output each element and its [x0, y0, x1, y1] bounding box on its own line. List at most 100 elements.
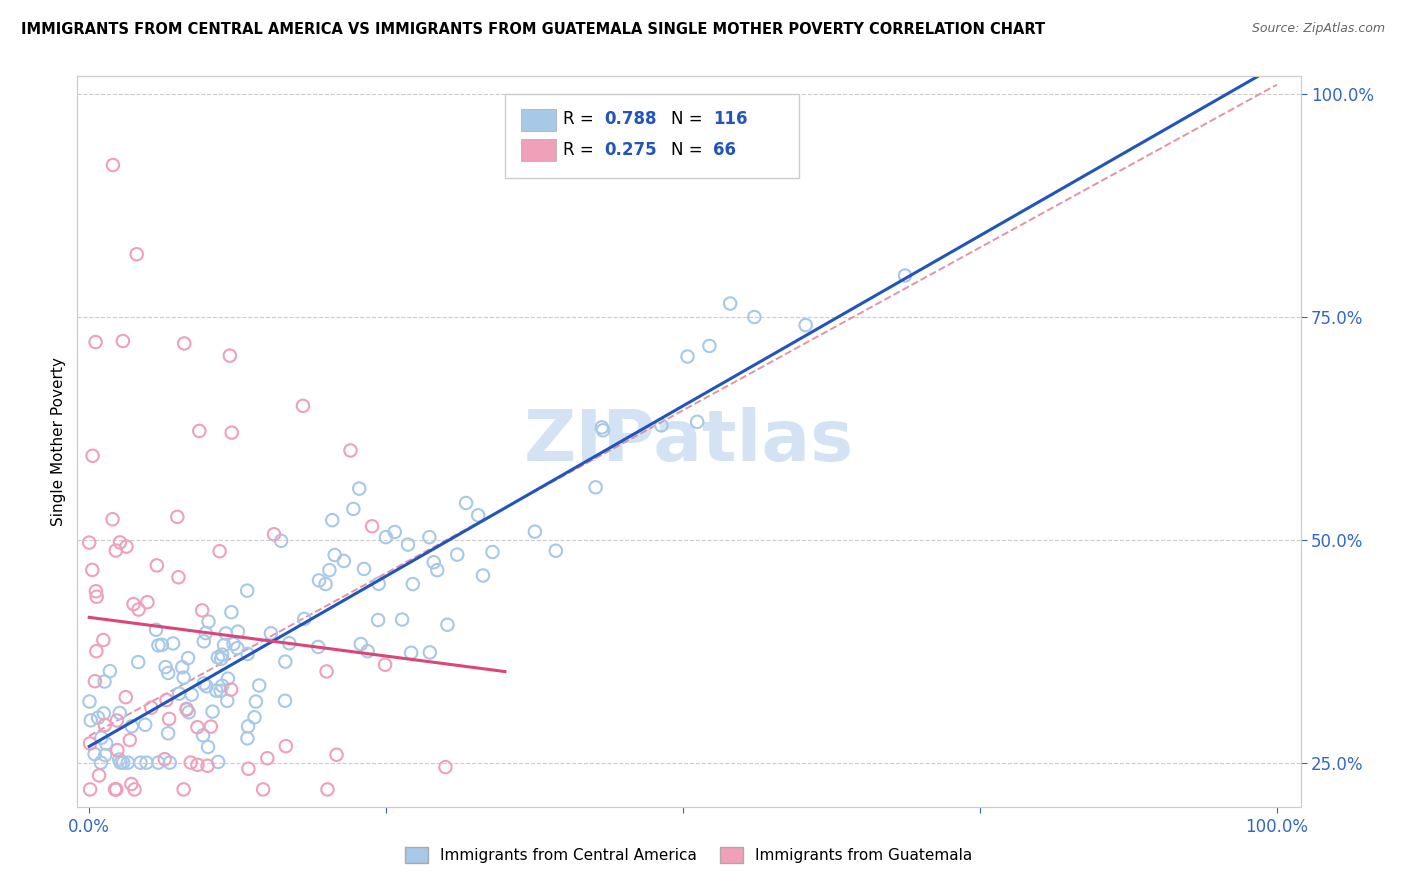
Text: Source: ZipAtlas.com: Source: ZipAtlas.com — [1251, 22, 1385, 36]
Point — [128, 602, 150, 616]
Point — [207, 650, 229, 665]
Point — [323, 548, 346, 562]
Point — [236, 647, 259, 661]
Point — [197, 615, 219, 629]
Point — [108, 535, 131, 549]
Point — [207, 755, 229, 769]
Point — [180, 688, 202, 702]
Point — [155, 693, 177, 707]
Point — [585, 480, 607, 494]
Point — [86, 644, 108, 658]
Text: 0.275: 0.275 — [605, 141, 657, 159]
FancyBboxPatch shape — [506, 95, 799, 178]
Point — [718, 296, 741, 310]
Point — [252, 782, 274, 797]
Point — [544, 543, 567, 558]
Point — [307, 640, 329, 654]
Point — [236, 731, 259, 746]
Point — [454, 496, 477, 510]
Point — [177, 706, 200, 720]
Point — [650, 418, 672, 433]
Point — [127, 655, 149, 669]
Point — [339, 443, 361, 458]
Point — [90, 731, 112, 745]
Point — [86, 590, 108, 604]
Point — [121, 719, 143, 733]
Point — [105, 743, 128, 757]
Point — [90, 756, 112, 770]
Point — [153, 752, 176, 766]
Point — [236, 719, 259, 733]
Point — [219, 682, 242, 697]
Point — [110, 756, 132, 770]
Point — [418, 530, 440, 544]
Point — [91, 633, 114, 648]
Point — [93, 674, 115, 689]
Point — [361, 519, 384, 533]
Point — [592, 423, 614, 437]
Point — [423, 555, 446, 569]
Point — [125, 247, 148, 261]
Text: R =: R = — [562, 110, 599, 128]
Point — [146, 558, 169, 573]
Point — [316, 782, 339, 797]
Point — [374, 530, 396, 544]
Point — [193, 676, 215, 690]
Text: 66: 66 — [713, 141, 737, 159]
Point — [194, 626, 217, 640]
Text: R =: R = — [562, 141, 599, 159]
Text: 116: 116 — [713, 110, 748, 128]
Point — [676, 350, 699, 364]
Point — [315, 577, 337, 591]
Point — [209, 684, 232, 698]
Point — [236, 583, 259, 598]
Point — [167, 570, 190, 584]
Point — [426, 563, 449, 577]
Point — [195, 679, 218, 693]
Point — [260, 626, 283, 640]
Point — [166, 509, 188, 524]
Point — [186, 757, 208, 772]
Point — [270, 533, 292, 548]
Point — [384, 524, 406, 539]
Point — [744, 310, 766, 324]
Point — [80, 714, 103, 728]
Point — [150, 638, 173, 652]
Point — [118, 733, 141, 747]
Point — [197, 739, 219, 754]
Point — [325, 747, 347, 762]
Point — [226, 624, 249, 639]
Point — [211, 648, 233, 662]
Point — [87, 711, 110, 725]
Point — [115, 540, 138, 554]
Point — [167, 687, 190, 701]
Point — [396, 538, 419, 552]
Point — [87, 768, 110, 782]
Point — [221, 425, 243, 440]
Legend: Immigrants from Central America, Immigrants from Guatemala: Immigrants from Central America, Immigra… — [399, 841, 979, 869]
Point — [79, 736, 101, 750]
Text: ZIPatlas: ZIPatlas — [524, 407, 853, 476]
Point — [124, 782, 146, 797]
Point — [180, 756, 202, 770]
Point — [374, 657, 396, 672]
Point — [93, 706, 115, 721]
Point — [105, 714, 128, 728]
Point — [141, 700, 163, 714]
Point — [186, 720, 208, 734]
Point — [120, 777, 142, 791]
Point — [467, 508, 489, 523]
Point — [82, 563, 104, 577]
Point — [96, 737, 118, 751]
Point — [148, 639, 170, 653]
Point — [94, 748, 117, 763]
Point — [699, 339, 721, 353]
Point — [347, 482, 370, 496]
Point — [238, 762, 260, 776]
Text: 0.788: 0.788 — [605, 110, 657, 128]
Point — [197, 758, 219, 772]
Point — [367, 576, 389, 591]
Point — [318, 563, 340, 577]
Point — [274, 739, 297, 753]
Text: IMMIGRANTS FROM CENTRAL AMERICA VS IMMIGRANTS FROM GUATEMALA SINGLE MOTHER POVER: IMMIGRANTS FROM CENTRAL AMERICA VS IMMIG… — [21, 22, 1045, 37]
